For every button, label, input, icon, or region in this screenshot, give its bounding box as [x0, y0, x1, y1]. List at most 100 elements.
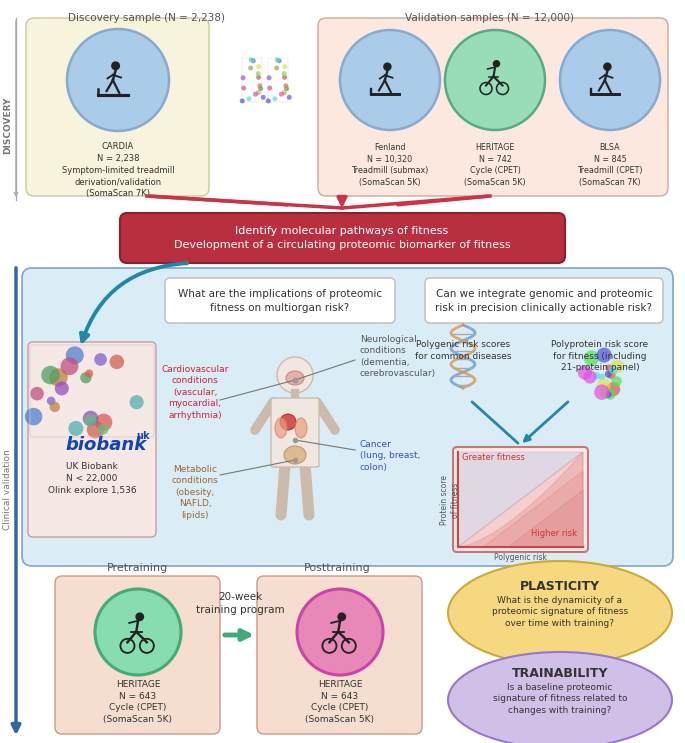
Text: Clinical validation: Clinical validation — [3, 450, 12, 531]
Text: Polygenic risk scores
for common diseases: Polygenic risk scores for common disease… — [414, 340, 511, 360]
Circle shape — [95, 353, 107, 366]
Circle shape — [67, 29, 169, 131]
Circle shape — [49, 369, 68, 387]
Circle shape — [584, 371, 597, 383]
Circle shape — [30, 387, 44, 400]
Circle shape — [280, 414, 296, 430]
Circle shape — [275, 57, 279, 62]
Circle shape — [267, 85, 272, 91]
Circle shape — [84, 414, 97, 426]
Polygon shape — [458, 452, 583, 547]
Ellipse shape — [448, 561, 672, 665]
Circle shape — [610, 360, 625, 374]
Circle shape — [66, 346, 84, 364]
Polygon shape — [508, 490, 583, 547]
Circle shape — [284, 83, 288, 88]
Circle shape — [282, 90, 287, 95]
Circle shape — [445, 30, 545, 130]
Circle shape — [606, 365, 612, 372]
Circle shape — [253, 91, 258, 97]
FancyBboxPatch shape — [257, 576, 422, 734]
Ellipse shape — [284, 446, 306, 464]
Circle shape — [249, 57, 253, 62]
Circle shape — [603, 62, 612, 71]
Polygon shape — [458, 452, 583, 547]
Circle shape — [282, 71, 287, 76]
Circle shape — [340, 30, 440, 130]
FancyBboxPatch shape — [453, 447, 588, 552]
Circle shape — [611, 376, 622, 386]
Text: UK Biobank: UK Biobank — [66, 462, 118, 471]
FancyBboxPatch shape — [22, 268, 673, 566]
Text: What is the dynamicity of a
proteomic signature of fitness
over time with traini: What is the dynamicity of a proteomic si… — [492, 596, 628, 628]
Text: DISCOVERY: DISCOVERY — [3, 97, 12, 154]
Circle shape — [261, 95, 266, 100]
Text: Greater fitness: Greater fitness — [462, 453, 525, 462]
Circle shape — [95, 414, 112, 431]
Text: Fenland
N = 10,320
Treadmill (submax)
(SomaScan 5K): Fenland N = 10,320 Treadmill (submax) (S… — [351, 143, 429, 187]
Text: What are the implications of proteomic
fitness on multiorgan risk?: What are the implications of proteomic f… — [178, 290, 382, 313]
Text: Metabolic
conditions
(obesity,
NAFLD,
lipids): Metabolic conditions (obesity, NAFLD, li… — [172, 465, 219, 520]
Circle shape — [607, 371, 616, 379]
Circle shape — [605, 371, 612, 377]
Text: HERITAGE
N = 643
Cycle (CPET)
(SomaScan 5K): HERITAGE N = 643 Cycle (CPET) (SomaScan … — [306, 680, 375, 724]
Circle shape — [248, 65, 253, 71]
Circle shape — [284, 86, 289, 91]
Circle shape — [25, 408, 42, 426]
Circle shape — [258, 83, 262, 88]
Circle shape — [274, 65, 279, 71]
Circle shape — [606, 392, 612, 398]
Circle shape — [85, 369, 93, 377]
Circle shape — [560, 30, 660, 130]
Circle shape — [256, 75, 261, 80]
Text: Identify molecular pathways of fitness
Development of a circulating proteomic bi: Identify molecular pathways of fitness D… — [174, 226, 510, 250]
Circle shape — [493, 60, 500, 68]
Circle shape — [129, 395, 144, 409]
Text: Neurological
conditions
(dementia,
cerebrovascular): Neurological conditions (dementia, cereb… — [360, 335, 436, 378]
Circle shape — [87, 421, 104, 438]
Text: Polygenic risk: Polygenic risk — [494, 553, 547, 562]
Text: Higher risk: Higher risk — [531, 529, 577, 538]
Ellipse shape — [275, 418, 287, 438]
Polygon shape — [458, 452, 583, 547]
Text: TRAINABILITY: TRAINABILITY — [512, 667, 608, 680]
Circle shape — [593, 372, 600, 379]
Circle shape — [282, 64, 287, 69]
Polygon shape — [483, 471, 583, 547]
Text: Can we integrate genomic and proteomic
risk in precision clinically actionable r: Can we integrate genomic and proteomic r… — [436, 290, 653, 313]
FancyBboxPatch shape — [120, 213, 565, 263]
Text: 20-week
training program: 20-week training program — [196, 592, 284, 615]
Text: Cardiovascular
conditions
(vascular,
myocardial,
arrhythmia): Cardiovascular conditions (vascular, myo… — [161, 365, 229, 420]
Text: HERITAGE
N = 742
Cycle (CPET)
(SomaScan 5K): HERITAGE N = 742 Cycle (CPET) (SomaScan … — [464, 143, 526, 187]
Circle shape — [297, 589, 383, 675]
Text: biobank: biobank — [65, 436, 147, 454]
Circle shape — [266, 75, 271, 80]
Circle shape — [55, 381, 68, 395]
Circle shape — [606, 382, 620, 396]
Circle shape — [80, 372, 92, 383]
Circle shape — [279, 91, 284, 97]
Circle shape — [47, 397, 55, 405]
Text: PLASTICITY: PLASTICITY — [520, 580, 600, 593]
FancyBboxPatch shape — [165, 278, 395, 323]
Circle shape — [597, 348, 612, 363]
Text: BLSA
N = 845
Treadmill (CPET)
(SomaScan 7K): BLSA N = 845 Treadmill (CPET) (SomaScan … — [577, 143, 643, 187]
Circle shape — [337, 612, 346, 621]
Text: Is a baseline proteomic
signature of fitness related to
changes with training?: Is a baseline proteomic signature of fit… — [493, 683, 627, 715]
Circle shape — [241, 85, 246, 91]
Circle shape — [578, 366, 592, 380]
Circle shape — [609, 366, 618, 374]
Ellipse shape — [448, 652, 672, 743]
Circle shape — [599, 374, 605, 380]
Text: Cancer
(lung, breast,
colon): Cancer (lung, breast, colon) — [360, 440, 421, 472]
Circle shape — [111, 62, 120, 71]
Circle shape — [597, 378, 610, 392]
Circle shape — [604, 389, 616, 400]
FancyBboxPatch shape — [271, 398, 319, 467]
Circle shape — [49, 402, 60, 412]
FancyBboxPatch shape — [26, 18, 209, 196]
FancyBboxPatch shape — [55, 576, 220, 734]
Circle shape — [251, 58, 256, 63]
Circle shape — [287, 95, 292, 100]
Text: Discovery sample (N = 2,238): Discovery sample (N = 2,238) — [68, 13, 225, 23]
